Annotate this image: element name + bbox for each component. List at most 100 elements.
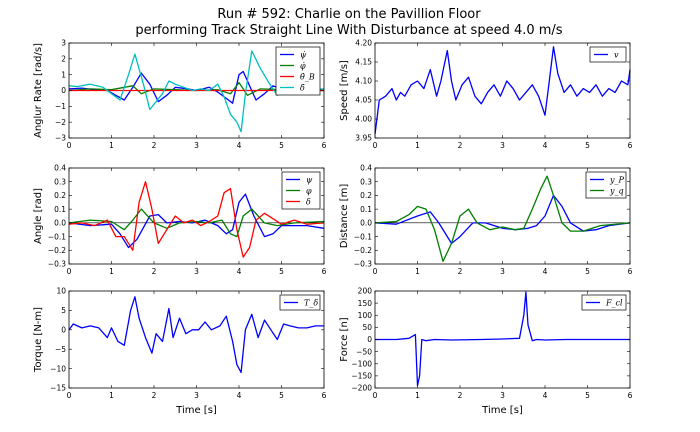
y-tick-label: −2 (55, 118, 66, 127)
y-tick-label: 100 (358, 311, 373, 320)
x-tick-label: 4 (237, 141, 242, 150)
x-axis-label: Time [s] (481, 405, 523, 416)
y-tick-label: 4.10 (355, 77, 372, 86)
y-tick-label: 0.1 (54, 205, 66, 214)
series-line-1 (374, 175, 631, 262)
y-tick-label: −0.3 (354, 260, 372, 269)
legend: F_cl (581, 294, 627, 311)
x-tick-label: 3 (194, 391, 199, 400)
y-tick-label: 5 (61, 306, 66, 315)
y-axis-label: Distance [m] (339, 184, 350, 249)
x-tick-label: 6 (322, 391, 327, 400)
x-tick-label: 4 (237, 267, 242, 276)
x-axis-label: Time [s] (175, 405, 217, 416)
y-tick-label: 4.05 (355, 96, 372, 105)
x-tick-label: 6 (322, 267, 327, 276)
y-tick-label: −0.2 (48, 246, 66, 255)
legend-box (581, 294, 627, 311)
y-tick-label: −0.1 (354, 232, 372, 241)
x-tick-label: 2 (458, 267, 463, 276)
legend: y_P y_q (585, 171, 627, 199)
y-axis-label: Force [n] (339, 317, 350, 361)
y-tick-label: 50 (362, 323, 372, 332)
legend-label: φ̇ (300, 62, 306, 71)
x-tick-label: 0 (67, 141, 72, 150)
y-tick-label: −1 (55, 102, 66, 111)
y-tick-label: −50 (356, 347, 372, 356)
x-tick-label: 2 (458, 391, 463, 400)
x-tick-label: 6 (322, 141, 327, 150)
legend: ψφδ (281, 171, 321, 210)
y-tick-label: −0.3 (48, 260, 66, 269)
legend: T_δ (279, 294, 321, 311)
x-tick-label: 4 (237, 391, 242, 400)
y-tick-label: 0.0 (360, 219, 372, 228)
x-tick-label: 0 (67, 267, 72, 276)
series-line-0 (68, 296, 324, 374)
figure-title-line2: performing Track Straight Line With Dist… (135, 23, 562, 38)
y-tick-label: −200 (351, 384, 372, 393)
y-tick-label: −15 (50, 384, 66, 393)
legend-label: θ̇_B (300, 73, 315, 82)
series-line-3 (68, 50, 325, 133)
x-tick-label: 5 (279, 391, 284, 400)
angular-rate-subplot: 0 1 2 3 4 5 6 −3 −2 −1 0 1 2 3 Anglur Rate [rad/s] ψ̇ φ̇… (33, 39, 327, 150)
x-tick-label: 0 (373, 141, 378, 150)
y-axis-label: Angle [rad] (33, 188, 44, 244)
y-tick-label: 1 (61, 70, 66, 79)
y-tick-label: −100 (351, 359, 372, 368)
y-tick-label: 4.00 (355, 115, 372, 124)
x-tick-label: 4 (543, 141, 548, 150)
y-tick-label: 0.2 (54, 191, 66, 200)
y-tick-label: 0.2 (360, 191, 372, 200)
y-tick-label: 0 (61, 326, 66, 335)
y-axis-label: Speed [m/s] (339, 60, 350, 121)
legend-label: δ̇ (300, 84, 305, 93)
legend-box (585, 171, 627, 199)
legend-label: T_δ (304, 299, 318, 308)
angle-subplot: 0 1 2 3 4 5 6 −0.3 −0.2 −0.1 0.0 0.1 0.2 0.3 0.4 Angle … (33, 164, 327, 276)
x-tick-label: 3 (500, 391, 505, 400)
y-tick-label: 3 (61, 39, 66, 48)
legend-label: ψ (306, 176, 313, 185)
x-tick-label: 3 (194, 267, 199, 276)
series-line-0 (374, 46, 631, 135)
y-tick-label: −150 (351, 372, 372, 381)
legend: v (589, 46, 627, 63)
y-tick-label: 4.15 (355, 58, 372, 67)
legend-label: v (614, 51, 619, 60)
x-tick-label: 5 (279, 141, 284, 150)
y-tick-label: 4.20 (355, 39, 372, 48)
y-tick-label: 0.4 (360, 164, 372, 173)
y-tick-label: 0 (61, 86, 66, 95)
y-tick-label: −0.2 (354, 246, 372, 255)
y-tick-label: 2 (61, 55, 66, 64)
series-line-2 (68, 181, 325, 258)
x-tick-label: 0 (373, 391, 378, 400)
x-tick-label: 2 (458, 141, 463, 150)
series-line-0 (375, 291, 630, 387)
series-line-1 (68, 208, 325, 238)
x-tick-label: 4 (543, 267, 548, 276)
x-tick-label: 2 (152, 267, 157, 276)
legend: ψ̇ φ̇ θ̇_B δ̇ (275, 46, 321, 96)
y-tick-label: −10 (50, 364, 66, 373)
x-tick-label: 5 (585, 267, 590, 276)
x-tick-label: 1 (109, 267, 114, 276)
legend-label: y_P (609, 176, 625, 185)
y-tick-label: −0.1 (48, 232, 66, 241)
x-tick-label: 2 (152, 141, 157, 150)
y-tick-label: −5 (55, 345, 66, 354)
y-axis-label: Anglur Rate [rad/s] (33, 43, 44, 138)
speed-subplot: 0 1 2 3 4 5 6 3.95 4.00 4.05 4.10 4.15 4.20 Speed [m/… (339, 39, 633, 150)
force-subplot: 0 1 2 3 4 5 6 −200 −150 −100 −50 0 50 100 150 200 Force … (339, 287, 633, 416)
torque-subplot: 0 1 2 3 4 5 6 −15 −10 −5 0 5 10 Torque [N-m] Time [s] T… (33, 287, 327, 416)
x-tick-label: 5 (279, 267, 284, 276)
x-tick-label: 1 (415, 141, 420, 150)
distance-subplot: 0 1 2 3 4 5 6 −0.3 −0.2 −0.1 0.0 0.1 0.2 0.3 0.4 Distan… (339, 164, 633, 276)
x-tick-label: 1 (415, 267, 420, 276)
x-tick-label: 6 (628, 267, 633, 276)
figure-title-line1: Run # 592: Charlie on the Pavillion Floo… (217, 7, 481, 22)
x-tick-label: 6 (628, 141, 633, 150)
